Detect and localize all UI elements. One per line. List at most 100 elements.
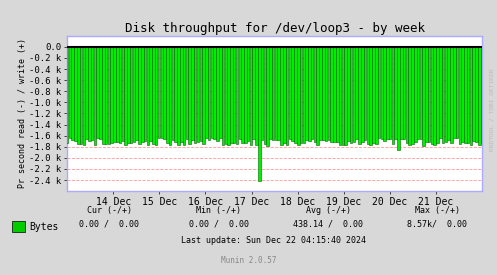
Bar <box>445 47 447 142</box>
Bar <box>369 47 372 145</box>
Bar <box>389 47 392 139</box>
Bar <box>72 47 74 140</box>
Bar <box>473 47 475 141</box>
Bar <box>272 47 274 140</box>
Bar <box>428 47 430 142</box>
Bar <box>422 47 425 145</box>
Bar <box>124 47 127 145</box>
Bar <box>331 47 333 142</box>
Bar <box>116 47 118 142</box>
Text: 8.57k/  0.00: 8.57k/ 0.00 <box>408 220 467 229</box>
Bar <box>133 47 135 142</box>
Bar <box>333 47 336 142</box>
Bar <box>144 47 146 141</box>
Bar <box>138 47 141 144</box>
Bar <box>339 47 341 145</box>
Bar <box>136 47 138 139</box>
Bar <box>305 47 308 140</box>
Bar <box>241 47 244 143</box>
Bar <box>150 47 152 141</box>
Bar <box>202 47 205 144</box>
Bar <box>341 47 344 145</box>
Bar <box>236 47 238 144</box>
Bar <box>372 47 375 143</box>
Bar <box>266 47 269 145</box>
Bar <box>110 47 113 143</box>
Bar <box>96 47 99 138</box>
Bar <box>183 47 185 145</box>
Bar <box>158 47 160 138</box>
Bar <box>350 47 352 143</box>
Bar <box>322 47 325 140</box>
Bar <box>325 47 328 141</box>
Bar <box>280 47 283 145</box>
Bar <box>91 47 93 140</box>
Bar <box>197 47 199 142</box>
Bar <box>386 47 389 139</box>
Text: 0.00 /  0.00: 0.00 / 0.00 <box>80 220 139 229</box>
Bar <box>66 47 69 143</box>
Bar <box>213 47 216 139</box>
Bar <box>481 47 484 144</box>
Bar <box>244 47 247 144</box>
Bar <box>289 47 291 139</box>
Bar <box>395 47 397 139</box>
Bar <box>355 47 358 139</box>
Bar <box>211 47 213 138</box>
Bar <box>185 47 188 139</box>
Bar <box>464 47 467 143</box>
Bar <box>414 47 416 142</box>
Bar <box>347 47 350 141</box>
Bar <box>147 47 149 145</box>
Bar <box>286 47 288 145</box>
Bar <box>300 47 302 143</box>
Bar <box>83 47 85 145</box>
Bar <box>164 47 166 139</box>
Bar <box>230 47 233 143</box>
Text: Avg (-/+): Avg (-/+) <box>306 206 350 215</box>
Bar <box>219 47 222 138</box>
Bar <box>397 47 400 150</box>
Bar <box>317 47 319 145</box>
Bar <box>419 47 422 139</box>
Bar <box>447 47 450 140</box>
Text: 438.14 /  0.00: 438.14 / 0.00 <box>293 220 363 229</box>
Bar <box>358 47 361 144</box>
Bar <box>297 47 300 145</box>
Bar <box>470 47 472 145</box>
Bar <box>461 47 464 142</box>
Bar <box>311 47 314 139</box>
Bar <box>261 47 263 140</box>
Bar <box>171 47 174 140</box>
Bar <box>361 47 364 142</box>
Y-axis label: Pr second read (-) / write (+): Pr second read (-) / write (+) <box>17 39 26 188</box>
Bar <box>169 47 171 145</box>
Bar <box>277 47 280 140</box>
Bar <box>205 47 208 138</box>
Bar <box>88 47 90 141</box>
Text: Last update: Sun Dec 22 04:15:40 2024: Last update: Sun Dec 22 04:15:40 2024 <box>181 236 366 245</box>
Bar <box>113 47 116 142</box>
Bar <box>269 47 272 139</box>
Bar <box>378 47 380 138</box>
Bar <box>180 47 182 142</box>
Bar <box>247 47 249 141</box>
Bar <box>364 47 366 140</box>
Bar <box>249 47 252 145</box>
Bar <box>152 47 155 144</box>
Bar <box>119 47 121 143</box>
Bar <box>436 47 439 143</box>
Bar <box>392 47 394 144</box>
Text: Bytes: Bytes <box>29 222 58 232</box>
Title: Disk throughput for /dev/loop3 - by week: Disk throughput for /dev/loop3 - by week <box>125 21 424 35</box>
Bar <box>367 47 369 144</box>
Bar <box>314 47 316 142</box>
Bar <box>127 47 130 143</box>
Bar <box>475 47 478 142</box>
Bar <box>85 47 88 139</box>
Bar <box>450 47 453 143</box>
Bar <box>99 47 102 139</box>
Bar <box>191 47 194 141</box>
Bar <box>194 47 196 143</box>
Bar <box>105 47 107 144</box>
